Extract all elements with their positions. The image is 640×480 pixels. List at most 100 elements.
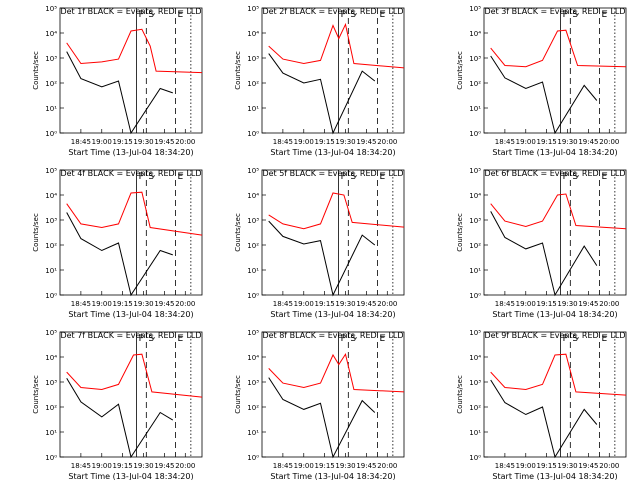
x-tick-label: 19:30 xyxy=(335,300,355,308)
y-tick-label: 10⁰ xyxy=(45,130,57,138)
y-tick-label: 10¹ xyxy=(247,429,259,437)
x-axis-label: Start Time (13-Jul-04 18:34:20) xyxy=(68,472,193,480)
y-tick-label: 10⁵ xyxy=(247,329,259,337)
y-axis-label: Counts/sec xyxy=(32,375,40,414)
y-tick-label: 10⁴ xyxy=(247,30,259,38)
x-tick-label: 18:45 xyxy=(273,462,293,470)
x-tick-label: 19:30 xyxy=(133,138,153,146)
y-tick-label: 10¹ xyxy=(469,105,481,113)
x-tick-label: 19:00 xyxy=(294,300,314,308)
x-tick-label: 19:45 xyxy=(578,462,598,470)
y-tick-label: 10⁴ xyxy=(45,354,57,362)
y-tick-label: 10⁴ xyxy=(469,192,481,200)
lld-series-line xyxy=(268,22,405,69)
y-tick-label: 10² xyxy=(45,242,57,250)
y-tick-label: 10² xyxy=(247,80,259,88)
marker-label: P xyxy=(563,10,569,20)
panel-9: 10⁰ 10¹ 10² 10³ 10⁴ 10⁵ 18:45 19:00 19:15 19:30 19… xyxy=(456,329,627,480)
x-tick-label: 19:15 xyxy=(537,300,557,308)
marker-label: E xyxy=(602,10,608,20)
y-tick-label: 10² xyxy=(45,80,57,88)
lld-series-line xyxy=(490,193,627,230)
y-tick-label: 10⁵ xyxy=(469,167,481,175)
x-tick-label: 20:00 xyxy=(599,138,619,146)
panel-title: Det 3f BLACK = Events, RED = LLD xyxy=(484,7,625,16)
lld-series-line xyxy=(66,353,203,398)
x-tick-label: 19:45 xyxy=(356,138,376,146)
x-tick-label: 19:30 xyxy=(335,462,355,470)
panel-title: Det 4f BLACK = Events, RED = LLD xyxy=(60,169,201,178)
y-tick-label: 10³ xyxy=(45,217,57,225)
x-tick-label: 19:15 xyxy=(315,138,335,146)
y-tick-label: 10⁵ xyxy=(247,5,259,13)
x-tick-label: 19:15 xyxy=(537,138,557,146)
x-tick-label: 20:00 xyxy=(175,462,195,470)
marker-label: E xyxy=(178,172,184,182)
panel-2: 10⁰ 10¹ 10² 10³ 10⁴ 10⁵ 18:45 19:00 19:15 19:30 19… xyxy=(234,5,405,157)
y-tick-label: 10¹ xyxy=(247,267,259,275)
panel-title: Det 2f BLACK = Events, RED = LLD xyxy=(262,7,403,16)
y-tick-label: 10⁴ xyxy=(247,192,259,200)
y-tick-label: 10³ xyxy=(247,379,259,387)
plot-frame xyxy=(261,331,405,458)
x-tick-label: 19:45 xyxy=(356,462,376,470)
marker-label: P xyxy=(139,172,145,182)
y-axis-label: Counts/sec xyxy=(234,51,242,90)
x-tick-label: 19:15 xyxy=(113,462,133,470)
marker-label: E xyxy=(380,172,386,182)
marker-label: S xyxy=(572,172,578,182)
y-tick-label: 10⁵ xyxy=(469,329,481,337)
y-axis-label: Counts/sec xyxy=(456,51,464,90)
marker-label: S xyxy=(148,334,154,344)
y-tick-label: 10² xyxy=(45,404,57,412)
lld-series-line xyxy=(66,28,203,74)
marker-label: S xyxy=(572,334,578,344)
x-tick-label: 18:45 xyxy=(495,462,515,470)
panel-title: Det 9f BLACK = Events, RED = LLD xyxy=(484,331,625,340)
y-tick-label: 10¹ xyxy=(469,429,481,437)
panel-title: Det 6f BLACK = Events, RED = LLD xyxy=(484,169,625,178)
y-tick-label: 10³ xyxy=(247,55,259,63)
lld-series-line xyxy=(268,352,405,393)
y-tick-label: 10⁵ xyxy=(247,167,259,175)
x-tick-label: 20:00 xyxy=(377,138,397,146)
y-tick-label: 10⁴ xyxy=(469,30,481,38)
x-tick-label: 19:15 xyxy=(113,300,133,308)
panel-6: 10⁰ 10¹ 10² 10³ 10⁴ 10⁵ 18:45 19:00 19:15 19:30 19… xyxy=(456,167,627,319)
events-series-line xyxy=(268,220,376,297)
x-tick-label: 19:45 xyxy=(154,462,174,470)
x-tick-label: 18:45 xyxy=(71,300,91,308)
y-tick-label: 10⁰ xyxy=(45,292,57,300)
y-tick-label: 10¹ xyxy=(45,267,57,275)
y-tick-label: 10³ xyxy=(45,379,57,387)
y-tick-label: 10¹ xyxy=(45,105,57,113)
x-tick-label: 18:45 xyxy=(495,300,515,308)
marker-label: P xyxy=(341,10,347,20)
marker-label: P xyxy=(341,334,347,344)
marker-label: S xyxy=(572,10,578,20)
y-tick-label: 10² xyxy=(247,404,259,412)
x-tick-label: 20:00 xyxy=(175,300,195,308)
y-tick-label: 10⁰ xyxy=(469,454,481,462)
marker-label: S xyxy=(350,10,356,20)
plot-frame xyxy=(483,169,627,296)
marker-label: E xyxy=(602,334,608,344)
events-series-line xyxy=(490,379,598,459)
x-tick-label: 19:00 xyxy=(294,462,314,470)
y-tick-label: 10⁵ xyxy=(45,329,57,337)
x-tick-label: 19:45 xyxy=(578,300,598,308)
lld-series-line xyxy=(490,353,627,396)
panel-title: Det 7f BLACK = Events, RED = LLD xyxy=(60,331,201,340)
lld-series-line xyxy=(490,29,627,68)
x-axis-label: Start Time (13-Jul-04 18:34:20) xyxy=(492,148,617,157)
x-tick-label: 19:00 xyxy=(294,138,314,146)
x-tick-label: 19:30 xyxy=(557,300,577,308)
x-axis-label: Start Time (13-Jul-04 18:34:20) xyxy=(270,310,395,319)
events-series-line xyxy=(66,51,173,135)
marker-label: S xyxy=(350,172,356,182)
x-tick-label: 19:15 xyxy=(315,300,335,308)
panel-7: 10⁰ 10¹ 10² 10³ 10⁴ 10⁵ 18:45 19:00 19:15 19:30 19… xyxy=(32,329,203,480)
y-tick-label: 10¹ xyxy=(247,105,259,113)
y-tick-label: 10⁵ xyxy=(45,5,57,13)
plot-frame xyxy=(59,169,203,296)
